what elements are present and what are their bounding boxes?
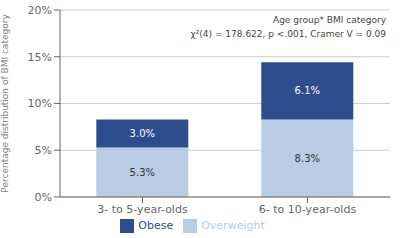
- svg-text:0%: 0%: [35, 191, 52, 204]
- html-text:Age group* BMI category: Age group* BMI category: [273, 15, 386, 25]
- svg-text:10%: 10%: [28, 97, 52, 110]
- svg-text:Percentage distribution of BMI: Percentage distribution of BMI category: [0, 14, 10, 193]
- svg-text:8.3%: 8.3%: [295, 153, 320, 164]
- svg-text:6- to 10-year-olds: 6- to 10-year-olds: [259, 203, 357, 216]
- html-text:χ²(4) = 178.622, p <.001, Cram: χ²(4) = 178.622, p <.001, Cramer V = 0.0…: [190, 28, 386, 39]
- svg-text:5.3%: 5.3%: [130, 167, 155, 178]
- svg-text:20%: 20%: [28, 4, 52, 17]
- html-text:Obese: Obese: [138, 219, 174, 232]
- html-text:Overweight: Overweight: [201, 219, 265, 232]
- svg-text:3.0%: 3.0%: [130, 128, 155, 139]
- svg-text:3- to 5-year-olds: 3- to 5-year-olds: [97, 203, 188, 216]
- svg-text:5%: 5%: [35, 144, 52, 157]
- svg-text:6.1%: 6.1%: [295, 85, 320, 96]
- svg-text:15%: 15%: [28, 51, 52, 64]
